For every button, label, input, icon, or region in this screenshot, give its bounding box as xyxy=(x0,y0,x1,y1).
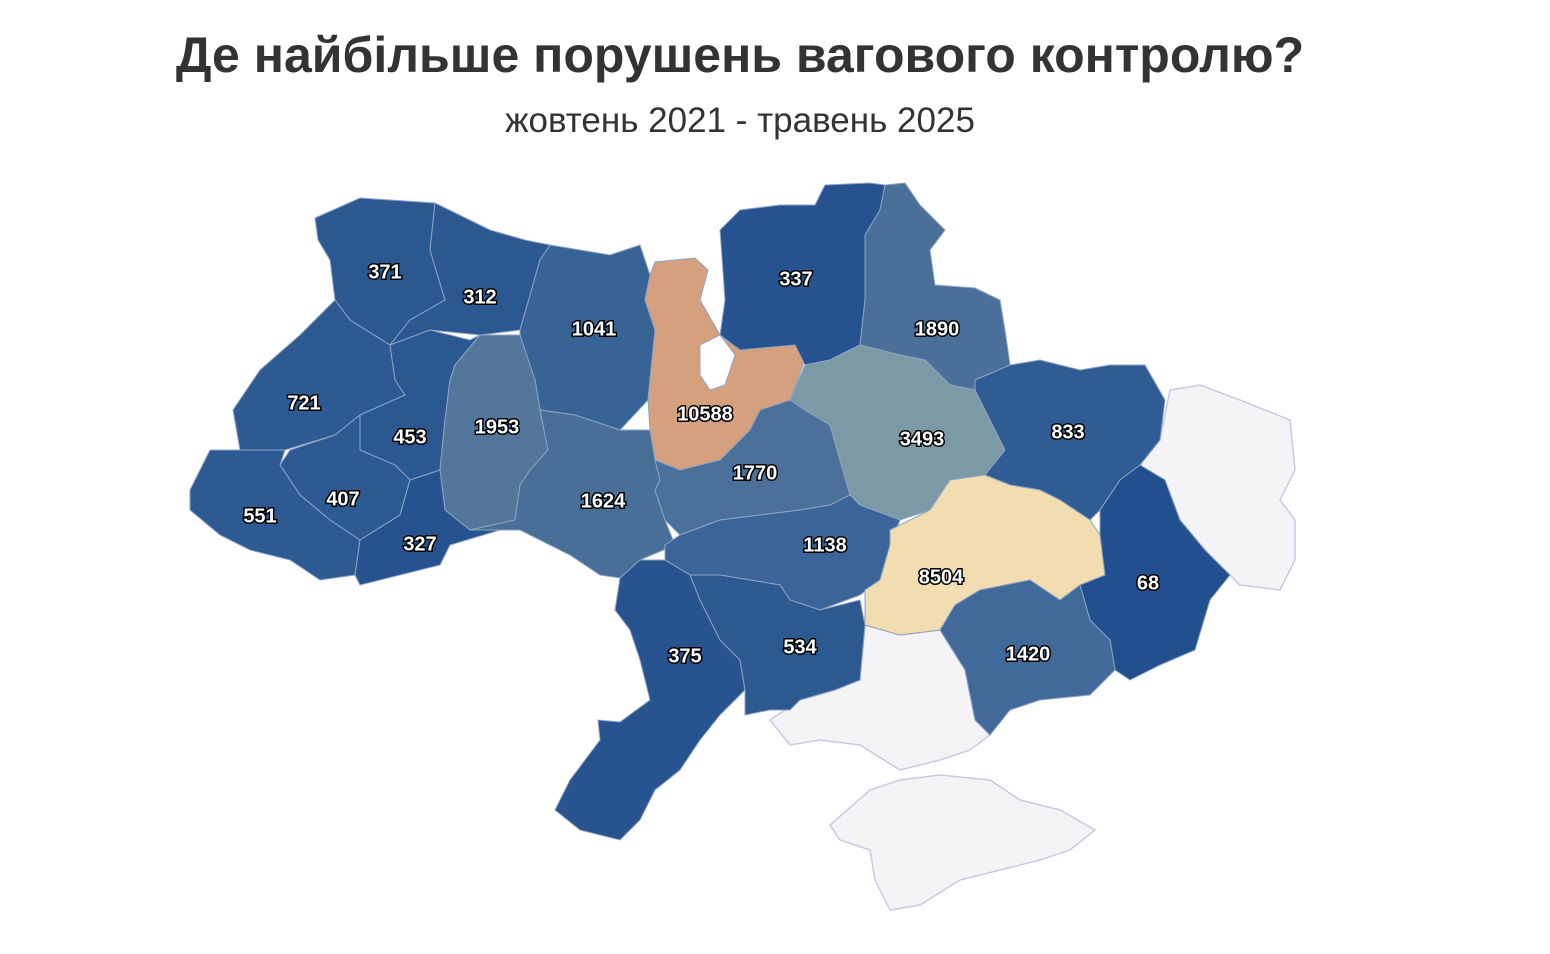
region xyxy=(689,574,866,716)
occupied-areas xyxy=(768,384,1296,911)
region-value-label: 8504 xyxy=(919,566,964,588)
region-value-label: 1138 xyxy=(803,534,846,556)
region-value-label: 10588 xyxy=(677,403,733,425)
region-value-label: 453 xyxy=(393,426,426,448)
city-area xyxy=(699,334,736,391)
labels: 371 312 1041 10588 337 1890 721 453 1953 407 551 32… xyxy=(242,260,1161,669)
region xyxy=(1079,464,1231,681)
region-value-label: 1624 xyxy=(581,490,626,512)
region-value-label: 1041 xyxy=(572,318,617,340)
region-value-label: 371 xyxy=(368,261,401,283)
title: Де найбільше порушень вагового контролю? xyxy=(176,27,1304,83)
region-value-label: 68 xyxy=(1137,572,1159,594)
region-value-label: 337 xyxy=(779,268,812,290)
region-value-label: 833 xyxy=(1051,421,1084,443)
region-value-label: 1953 xyxy=(475,416,520,438)
regions xyxy=(189,182,1231,841)
region-value-label: 375 xyxy=(668,645,701,667)
region-value-label: 1890 xyxy=(915,318,960,340)
region xyxy=(939,579,1116,736)
region-value-label: 1420 xyxy=(1006,643,1051,665)
region-value-label: 1770 xyxy=(733,462,778,484)
occupied-area xyxy=(829,774,1097,911)
region-value-label: 551 xyxy=(243,505,276,527)
region-value-label: 407 xyxy=(326,488,359,510)
region-value-label: 327 xyxy=(403,533,436,555)
region-value-label: 721 xyxy=(287,392,320,414)
region-value-label: 3493 xyxy=(900,428,945,450)
region-value-label: 312 xyxy=(463,286,496,308)
subtitle: жовтень 2021 - травень 2025 xyxy=(505,101,975,140)
region-value-label: 534 xyxy=(783,636,817,658)
